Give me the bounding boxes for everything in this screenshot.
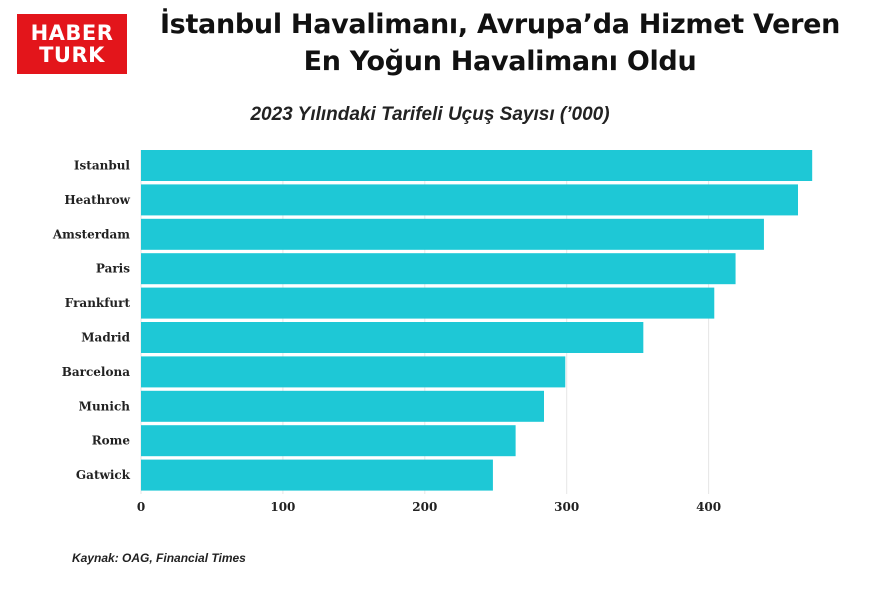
source-note: Kaynak: OAG, Financial Times	[72, 551, 246, 565]
category-label: Munich	[79, 399, 131, 413]
category-label: Rome	[92, 434, 131, 448]
x-tick-label: 100	[270, 500, 295, 514]
bar-heathrow	[141, 184, 798, 216]
x-tick-label: 400	[696, 500, 721, 514]
category-labels: Istanbul Heathrow Amsterdam Paris Frankfurt M…	[52, 159, 131, 483]
logo-line-1: HABER	[30, 21, 114, 45]
category-label: Madrid	[81, 331, 130, 345]
title-line-2: En Yoğun Havalimanı Oldu	[303, 46, 697, 77]
bar-rome	[141, 425, 516, 457]
bars	[141, 150, 813, 491]
bar-munich	[141, 390, 544, 422]
category-label: Heathrow	[64, 193, 130, 207]
chart-title: 2023 Yılındaki Tarifeli Uçuş Sayısı (’00…	[250, 104, 610, 125]
bar-gatwick	[141, 459, 493, 491]
bar-istanbul	[141, 150, 813, 181]
category-label: Paris	[96, 262, 130, 276]
haberturk-logo: HABER TURK	[17, 14, 127, 74]
category-label: Amsterdam	[52, 227, 130, 241]
title-line-1: İstanbul Havalimanı, Avrupa’da Hizmet Ve…	[159, 9, 841, 40]
category-label: Gatwick	[76, 468, 131, 482]
bar-frankfurt	[141, 287, 715, 319]
page-title: İstanbul Havalimanı, Avrupa’da Hizmet Ve…	[130, 6, 870, 80]
category-label: Istanbul	[74, 159, 131, 173]
bar-paris	[141, 253, 736, 285]
bar-barcelona	[141, 356, 566, 388]
category-label: Frankfurt	[65, 296, 131, 310]
bar-madrid	[141, 322, 644, 353]
logo-line-2: TURK	[39, 43, 105, 67]
x-tick-label: 200	[412, 500, 437, 514]
x-axis-ticks: 0 100 200 300 400	[137, 500, 721, 514]
bar-amsterdam	[141, 218, 764, 250]
x-tick-label: 300	[554, 500, 579, 514]
category-label: Barcelona	[62, 365, 130, 379]
x-tick-label: 0	[137, 500, 145, 514]
